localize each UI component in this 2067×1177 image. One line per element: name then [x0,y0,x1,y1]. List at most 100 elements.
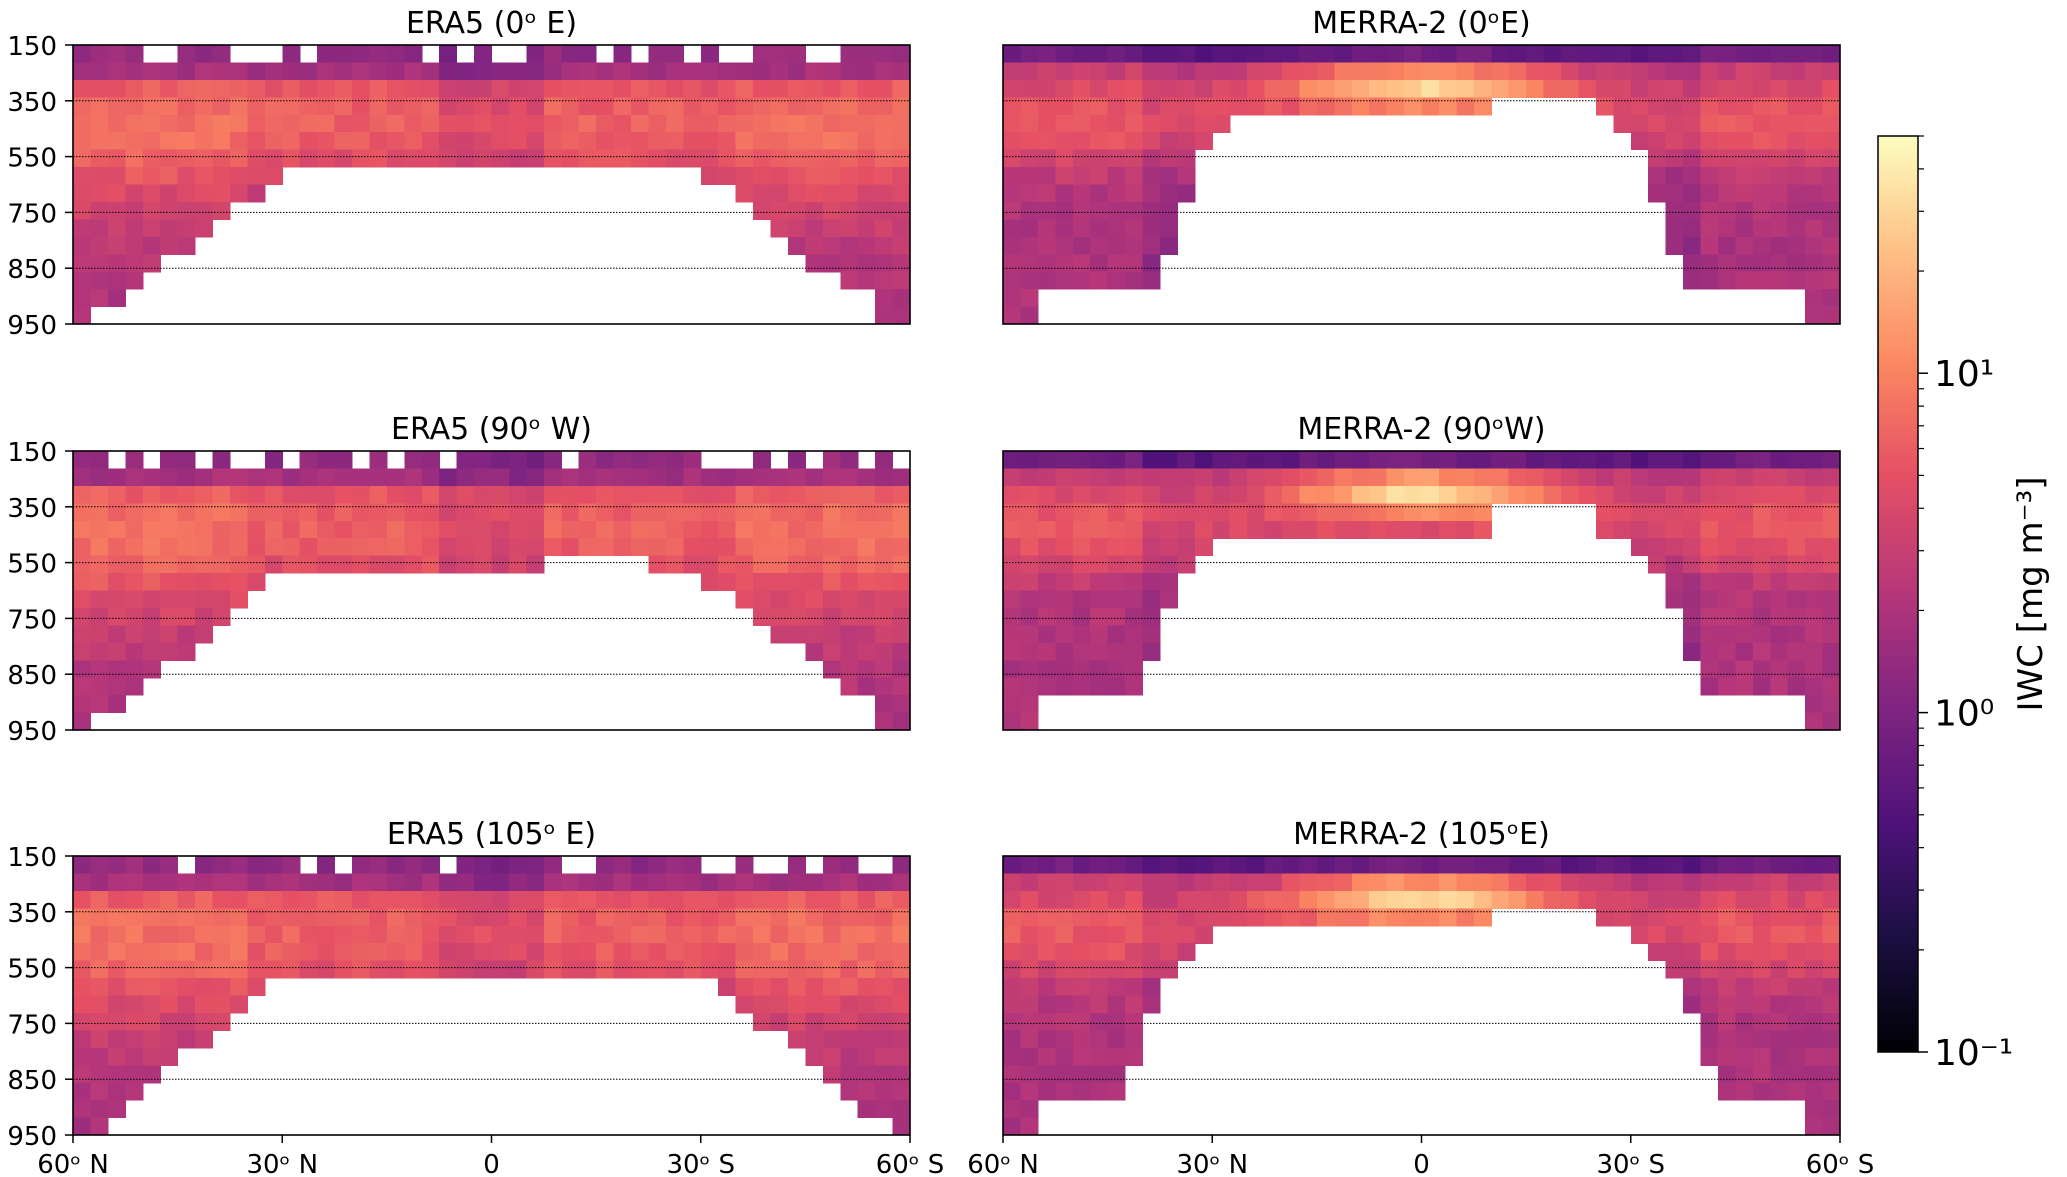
heatmap-cell [1142,995,1161,1014]
heatmap-cell [1316,520,1335,539]
heatmap-cell [160,538,179,557]
heatmap-cell [1090,97,1109,116]
heatmap-cell [264,485,283,504]
heatmap-cell [90,1012,109,1031]
heatmap-cell [1735,132,1754,151]
heatmap-cells [73,856,911,1136]
heatmap-cell [840,1082,859,1101]
heatmap-cell [631,520,650,539]
heatmap-cell [386,555,405,574]
heatmap-cell [1665,890,1684,909]
heatmap-cell [1665,485,1684,504]
heatmap-cell [160,485,179,504]
heatmap-cell [1717,573,1736,592]
heatmap-cell [805,873,824,892]
heatmap-cell [107,555,126,574]
heatmap-cell [212,1012,231,1031]
heatmap-cell [1090,890,1109,909]
heatmap-cell [212,167,231,186]
heatmap-cell [892,1065,911,1084]
heatmap-cell [1159,590,1178,609]
heatmap-cell [142,642,161,661]
heatmap-cell [456,114,475,133]
colorbar-tick-label: 10⁻¹ [1934,1033,2013,1074]
heatmap-cell [107,236,126,255]
heatmap-cell [90,184,109,203]
y-tick-label: 950 [7,1122,57,1152]
heatmap-cell [543,97,562,116]
heatmap-cell [753,995,772,1014]
heatmap-cell [1264,62,1283,81]
heatmap-cell [334,97,353,116]
heatmap-cell [1683,520,1702,539]
heatmap-cell [1037,573,1056,592]
heatmap-cell [195,890,214,909]
heatmap-cell [1334,908,1353,927]
heatmap-cell [1369,62,1388,81]
heatmap-cell [1282,79,1301,98]
heatmap-cell [1194,538,1213,557]
heatmap-cell [421,943,440,962]
heatmap-cell [770,219,789,238]
heatmap-cell [840,62,859,81]
heatmap-cell [683,538,702,557]
heatmap-cell [1003,695,1022,714]
heatmap-cell [1142,503,1161,522]
heatmap-cell [90,607,109,626]
heatmap-cell [1020,184,1039,203]
heatmap-cell [1735,873,1754,892]
heatmap-cell [125,607,144,626]
heatmap-cell [665,856,684,875]
heatmap-cell [1683,236,1702,255]
heatmap-cell [107,573,126,592]
heatmap-cell [1125,219,1144,238]
heatmap-cell [648,45,667,64]
heatmap-cell [1543,485,1562,504]
heatmap-cell [160,960,179,979]
heatmap-cell [1683,590,1702,609]
heatmap-cell [1037,590,1056,609]
heatmap-cell [1212,520,1231,539]
heatmap-cell [1159,149,1178,168]
heatmap-cell [1805,79,1824,98]
heatmap-cell [177,873,196,892]
heatmap-cell [1735,184,1754,203]
heatmap-cell [875,890,894,909]
heatmap-cell [1700,485,1719,504]
heatmap-cell [508,943,527,962]
heatmap-cell [456,503,475,522]
heatmap-cell [352,45,371,64]
heatmap-cell [822,978,841,997]
heatmap-cell [247,485,266,504]
heatmap-cell [212,943,231,962]
heatmap-cell [753,468,772,487]
heatmap-cell [1072,167,1091,186]
heatmap-cell [1107,184,1126,203]
heatmap-cell [648,943,667,962]
heatmap-cell [1456,451,1475,470]
heatmap-cell [282,62,301,81]
heatmap-cell [1735,520,1754,539]
heatmap-cell [875,62,894,81]
heatmap-cell [474,468,493,487]
heatmap-cell [1473,856,1492,875]
heatmap-cell [1142,201,1161,220]
heatmap-cell [1735,485,1754,504]
heatmap-cell [578,132,597,151]
heatmap-cell [648,538,667,557]
heatmap-cell [1752,1030,1771,1049]
heatmap-cell [125,538,144,557]
heatmap-cell [1159,573,1178,592]
heatmap-cell [474,132,493,151]
heatmap-cell [386,468,405,487]
heatmap-cell [822,485,841,504]
heatmap-cell [892,289,911,308]
heatmap-cell [875,625,894,644]
heatmap-cell [247,62,266,81]
heatmap-cell [1334,451,1353,470]
heatmap-cell [1787,1030,1806,1049]
heatmap-cell [1561,45,1580,64]
heatmap-cell [142,625,161,644]
heatmap-cell [247,856,266,875]
heatmap-cell [282,856,301,875]
